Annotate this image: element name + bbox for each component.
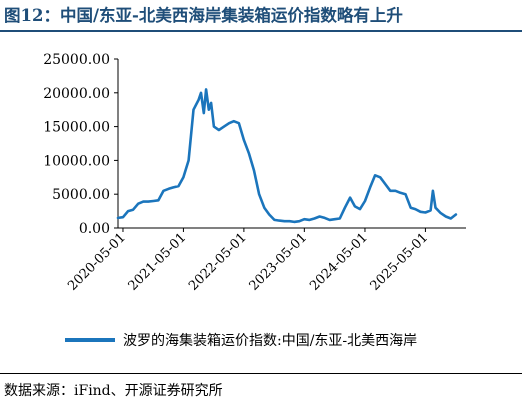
y-tick-label: 25000.00 [43, 52, 110, 68]
x-tick-label: 2021-05-01 [126, 230, 190, 294]
y-tick-label: 15000.00 [43, 120, 110, 136]
x-tick-label: 2024-05-01 [307, 230, 371, 294]
y-tick-label: 20000.00 [43, 86, 110, 102]
legend-label: 波罗的海集装箱运价指数:中国/东亚-北美西海岸 [123, 333, 418, 349]
series-line [116, 88, 458, 224]
y-tick-label: 0.00 [79, 221, 110, 237]
legend-swatch [65, 338, 115, 342]
y-tick-label: 5000.00 [52, 187, 110, 203]
source-divider [0, 373, 522, 374]
legend: 波罗的海集装箱运价指数:中国/东亚-北美西海岸 [65, 330, 417, 350]
plot-area: 0.00 5000.00 10000.00 15000.00 20000.00 25000… [43, 52, 466, 294]
x-tick-label: 2022-05-01 [186, 230, 250, 294]
x-tick-label: 2020-05-01 [65, 230, 129, 294]
figure-title: 图12：中国/东亚-北美西海岸集装箱运价指数略有上升 [4, 6, 403, 25]
x-tick-label: 2025-05-01 [368, 230, 432, 294]
y-tick-label: 10000.00 [43, 153, 110, 169]
source-note: 数据来源：iFind、开源证券研究所 [4, 383, 223, 399]
title-divider [0, 30, 522, 32]
x-tick-label: 2023-05-01 [247, 230, 311, 294]
